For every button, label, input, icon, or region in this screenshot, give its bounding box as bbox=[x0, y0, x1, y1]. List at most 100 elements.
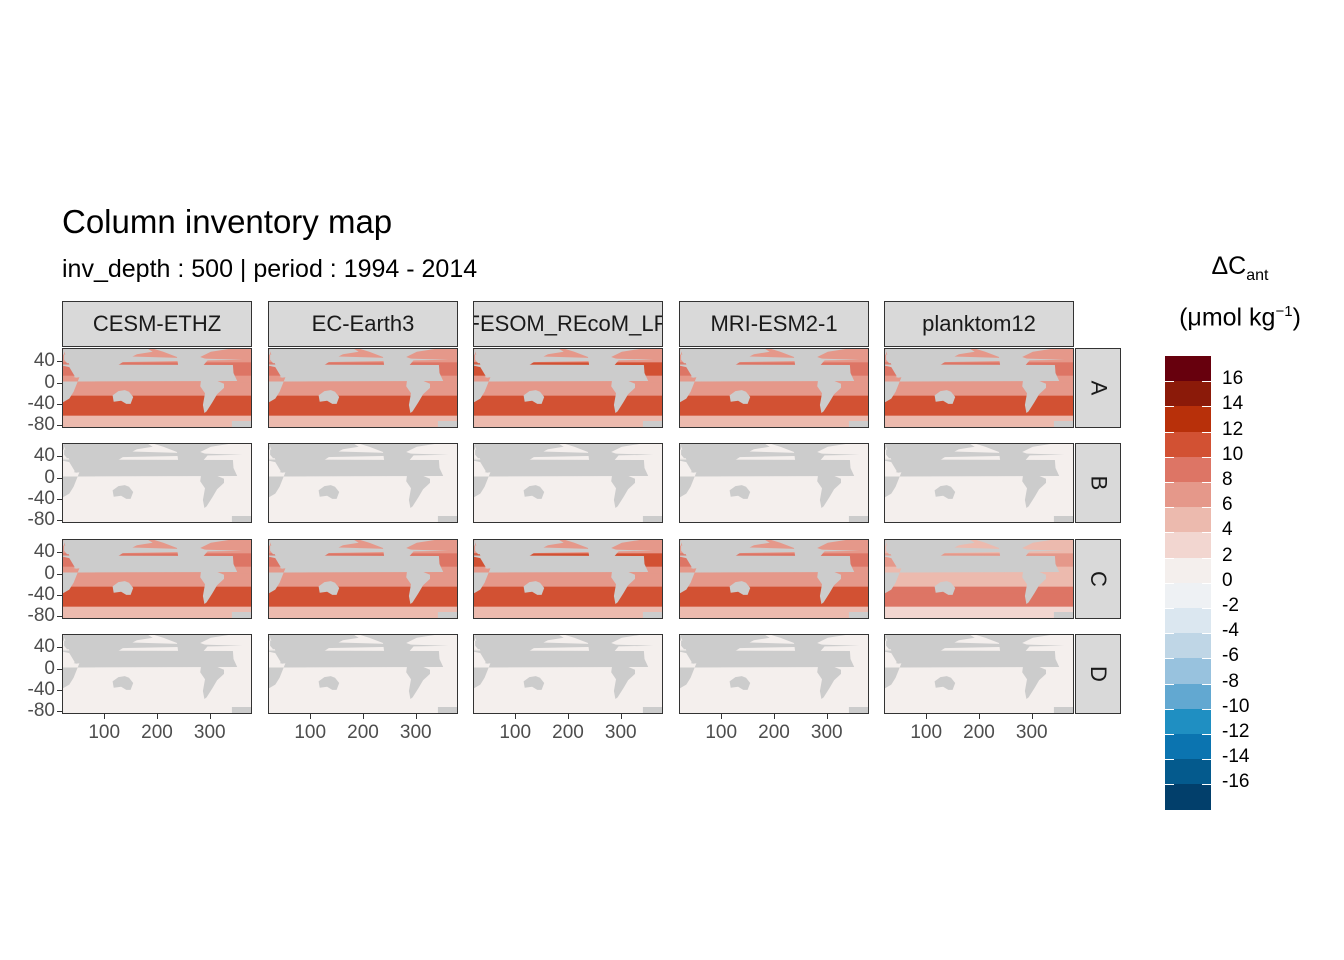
y-tick-mark bbox=[57, 477, 62, 479]
legend-tick bbox=[1202, 608, 1211, 609]
ocean-band bbox=[474, 606, 662, 614]
land-mask bbox=[474, 555, 649, 594]
facet-label-row-b: B bbox=[1075, 443, 1121, 523]
ocean-band bbox=[474, 681, 662, 689]
ocean-band bbox=[680, 349, 868, 357]
ocean-band bbox=[269, 409, 457, 417]
legend-color-step bbox=[1165, 582, 1211, 609]
x-tick-mark bbox=[774, 714, 775, 719]
legend-tick bbox=[1165, 582, 1174, 584]
y-tick-mark bbox=[57, 456, 62, 458]
land-mask bbox=[825, 349, 846, 352]
y-tick-label: 40 bbox=[33, 445, 55, 467]
land-mask bbox=[318, 390, 340, 404]
ocean-band bbox=[885, 504, 1073, 512]
y-tick-label: 40 bbox=[33, 541, 55, 563]
ocean-band bbox=[269, 402, 457, 410]
ocean-band bbox=[474, 586, 662, 594]
ocean-band bbox=[885, 635, 1073, 643]
legend-tick bbox=[1202, 507, 1211, 509]
land-mask bbox=[523, 485, 545, 499]
land-mask bbox=[414, 349, 435, 352]
land-mask bbox=[680, 364, 855, 403]
land-mask bbox=[771, 349, 828, 379]
map-panel-a-1 bbox=[62, 348, 252, 428]
ocean-band bbox=[63, 484, 251, 492]
x-tick-mark bbox=[415, 714, 417, 719]
facet-label-row-text: D bbox=[1085, 666, 1111, 682]
ocean-band bbox=[63, 708, 251, 713]
ocean-band bbox=[63, 402, 251, 410]
ocean-band bbox=[885, 402, 1073, 410]
ocean-band bbox=[885, 695, 1073, 703]
ocean-band bbox=[269, 606, 457, 614]
y-tick-mark bbox=[57, 690, 62, 691]
ocean-band bbox=[474, 600, 662, 608]
x-tick-label: 300 bbox=[1015, 722, 1048, 743]
land-mask bbox=[200, 569, 224, 604]
land-mask bbox=[1053, 421, 1073, 427]
ocean-band bbox=[63, 600, 251, 608]
legend-color-step bbox=[1165, 658, 1211, 685]
legend-tick bbox=[1165, 557, 1174, 559]
land-mask bbox=[414, 444, 435, 447]
ocean-band bbox=[269, 444, 457, 452]
ocean-band bbox=[680, 402, 868, 410]
ocean-band bbox=[885, 613, 1073, 618]
ocean-band bbox=[474, 395, 662, 403]
ocean-band bbox=[63, 688, 251, 696]
legend-tick bbox=[1202, 784, 1211, 786]
land-mask bbox=[729, 390, 751, 404]
ocean-band bbox=[885, 517, 1073, 522]
legend-tick bbox=[1202, 708, 1211, 710]
ocean-band bbox=[269, 580, 457, 588]
land-mask bbox=[318, 581, 340, 595]
x-tick-mark bbox=[926, 714, 928, 719]
ocean-band bbox=[680, 613, 868, 618]
land-mask bbox=[611, 473, 635, 508]
ocean-band bbox=[269, 510, 457, 518]
ocean-band bbox=[680, 635, 868, 643]
ocean-band bbox=[474, 688, 662, 696]
land-mask bbox=[848, 516, 868, 522]
legend-break-label: -4 bbox=[1222, 620, 1239, 642]
map-panel-c-4 bbox=[679, 539, 869, 619]
ocean-band bbox=[885, 708, 1073, 713]
ocean-band bbox=[885, 586, 1073, 594]
x-tick-mark bbox=[568, 714, 569, 719]
y-tick-mark bbox=[57, 404, 62, 405]
legend-color-step bbox=[1165, 759, 1211, 785]
legend-color-step bbox=[1165, 557, 1211, 584]
ocean-band bbox=[63, 389, 251, 397]
ocean-band bbox=[474, 444, 662, 452]
map-panel-b-3 bbox=[473, 443, 663, 523]
ocean-band bbox=[680, 382, 868, 390]
ocean-band bbox=[474, 477, 662, 485]
ocean-band bbox=[63, 477, 251, 485]
legend-color-step bbox=[1165, 456, 1211, 483]
ocean-band bbox=[63, 510, 251, 518]
legend-break-label: -2 bbox=[1222, 595, 1239, 616]
ocean-band bbox=[680, 675, 868, 683]
facet-label-ec-earth3: EC-Earth3 bbox=[268, 301, 458, 347]
land-mask bbox=[406, 664, 430, 699]
x-tick-label: 100 bbox=[705, 722, 738, 743]
map-panel-b-1 bbox=[62, 443, 252, 523]
land-mask bbox=[885, 459, 1060, 498]
ocean-band bbox=[885, 606, 1073, 614]
legend-tick bbox=[1202, 633, 1211, 635]
x-tick-label: 100 bbox=[294, 722, 327, 743]
legend-break-label: 0 bbox=[1222, 569, 1233, 591]
y-tick-label: 40 bbox=[33, 636, 55, 658]
legend-title: ΔCant bbox=[1211, 252, 1269, 284]
ocean-band bbox=[269, 600, 457, 608]
ocean-band bbox=[680, 701, 868, 709]
legend-color-step bbox=[1165, 507, 1211, 533]
land-mask bbox=[611, 569, 635, 604]
ocean-band bbox=[680, 510, 868, 518]
land-mask bbox=[729, 676, 751, 690]
land-mask bbox=[611, 378, 635, 413]
y-tick-label: 40 bbox=[33, 350, 55, 372]
land-mask bbox=[642, 707, 662, 713]
ocean-band bbox=[885, 497, 1073, 505]
